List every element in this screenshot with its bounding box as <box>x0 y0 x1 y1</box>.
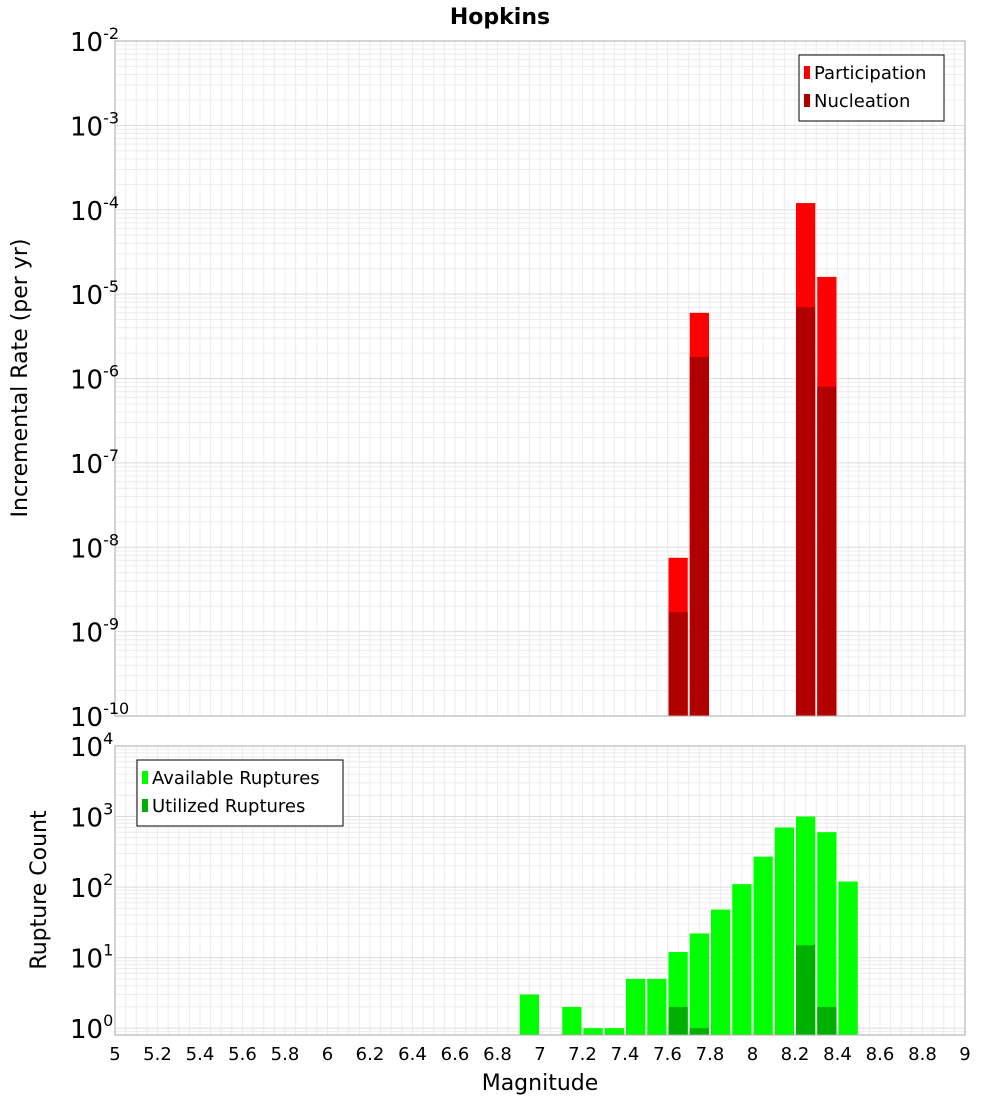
y-tick-label: 10-6 <box>70 362 119 396</box>
bar-nucleation <box>796 307 816 716</box>
bar-available-ruptures <box>604 1028 624 1035</box>
x-tick-label: 6.8 <box>483 1044 512 1065</box>
chart-title: Hopkins <box>450 5 550 30</box>
y-tick-label: 100 <box>70 1011 113 1045</box>
rupture-count-panel: 100 101 102 103 104 Available Ruptures Utilize… <box>70 729 971 1065</box>
bar-available-ruptures <box>732 884 752 1035</box>
bar-nucleation <box>668 612 688 716</box>
x-tick-label: 5 <box>109 1044 120 1065</box>
bar-available-ruptures <box>689 933 709 1035</box>
x-tick-label: 8.4 <box>823 1044 852 1065</box>
bar-available-ruptures <box>626 978 646 1035</box>
bar-available-ruptures <box>753 856 773 1035</box>
legend-box <box>136 759 344 827</box>
y-tick-label: 102 <box>70 870 113 904</box>
x-tick-label: 8.6 <box>866 1044 895 1065</box>
legend-label: Available Ruptures <box>152 768 320 789</box>
x-tick-label: 5.8 <box>271 1044 300 1065</box>
plot-frame <box>114 40 966 717</box>
bar-utilized-ruptures <box>817 1006 837 1035</box>
top-y-axis-title: Incremental Rate (per yr) <box>8 239 33 518</box>
x-tick-label: 6.4 <box>398 1044 427 1065</box>
x-tick-label: 8.2 <box>781 1044 810 1065</box>
y-tick-label: 10-5 <box>70 277 119 311</box>
x-tick-label: 7 <box>534 1044 545 1065</box>
legend-label: Participation <box>814 63 926 84</box>
y-tick-label: 10-9 <box>70 615 119 649</box>
plot-frame <box>114 745 966 1036</box>
y-tick-label: 103 <box>70 800 113 834</box>
x-tick-label: 5.6 <box>228 1044 257 1065</box>
y-tick-label: 101 <box>70 941 113 975</box>
y-tick-label: 10-4 <box>70 193 119 227</box>
y-tick-label: 10-2 <box>70 24 119 58</box>
x-tick-label: 8.8 <box>908 1044 937 1065</box>
x-tick-label: 6.2 <box>356 1044 385 1065</box>
x-axis-title: Magnitude <box>482 1071 599 1096</box>
x-tick-label: 7.8 <box>696 1044 725 1065</box>
legend-label: Nucleation <box>814 91 910 112</box>
x-tick-label: 7.2 <box>568 1044 597 1065</box>
legend-box <box>798 54 945 122</box>
rate-panel: 10-10 10-9 10-8 10-7 10-6 10-5 10-4 10-3 10-2 Par… <box>70 24 966 733</box>
y-tick-label: 104 <box>70 729 113 763</box>
bar-available-ruptures <box>562 1006 582 1035</box>
y-tick-label: 10-3 <box>70 108 119 142</box>
legend-swatch <box>804 66 810 79</box>
legend-label: Utilized Ruptures <box>152 796 305 817</box>
x-tick-label: 7.4 <box>611 1044 640 1065</box>
y-tick-label: 10-8 <box>70 530 119 564</box>
legend-swatch <box>804 94 810 107</box>
bottom-y-axis-title: Rupture Count <box>27 810 52 970</box>
bar-available-ruptures <box>519 994 539 1035</box>
x-tick-label: 7.6 <box>653 1044 682 1065</box>
bar-available-ruptures <box>647 978 667 1035</box>
legend-swatch <box>142 799 148 812</box>
bar-utilized-ruptures <box>689 1028 709 1035</box>
bar-nucleation <box>689 356 709 716</box>
bar-utilized-ruptures <box>668 1006 688 1035</box>
bar-utilized-ruptures <box>796 945 816 1035</box>
bar-available-ruptures <box>774 827 794 1035</box>
bar-available-ruptures <box>817 832 837 1035</box>
x-tick-label: 5.4 <box>186 1044 215 1065</box>
x-tick-label: 5.2 <box>143 1044 172 1065</box>
legend-swatch <box>142 771 148 784</box>
bar-nucleation <box>817 386 837 716</box>
bar-available-ruptures <box>838 881 858 1035</box>
bar-available-ruptures <box>583 1028 603 1035</box>
x-tick-label: 6 <box>322 1044 333 1065</box>
x-tick-label: 8 <box>747 1044 758 1065</box>
x-tick-label: 6.6 <box>441 1044 470 1065</box>
y-tick-label: 10-7 <box>70 446 119 480</box>
x-tick-label: 9 <box>959 1044 970 1065</box>
y-tick-label: 10-10 <box>70 699 129 733</box>
bar-available-ruptures <box>711 909 731 1035</box>
